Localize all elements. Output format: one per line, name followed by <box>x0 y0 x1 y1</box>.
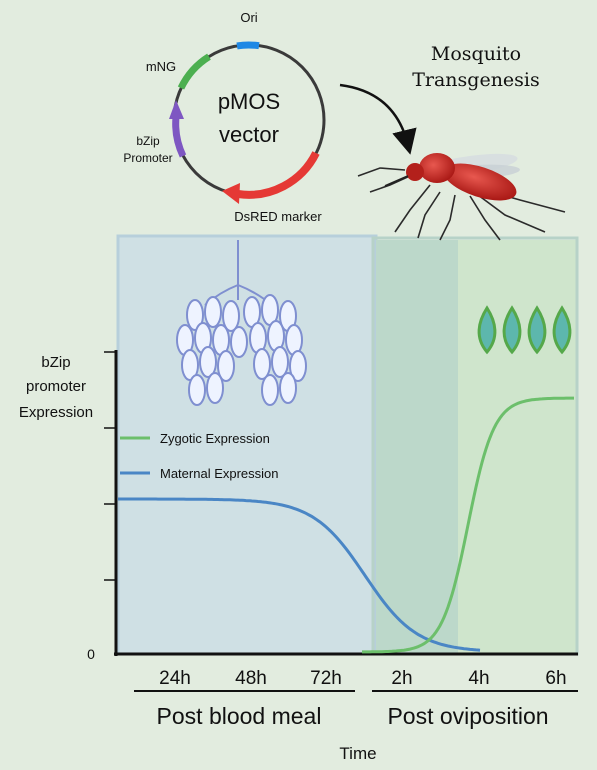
y-tick-label-zero: 0 <box>87 646 95 662</box>
ori-label: Ori <box>240 10 257 25</box>
zygotic-expression-line <box>362 396 574 654</box>
y-axis-label-line2: promoter <box>26 378 86 395</box>
y-axis-ticks <box>104 351 116 581</box>
plasmid-name-line1: pMOS <box>218 89 280 114</box>
dsred-arrowhead <box>222 183 240 204</box>
transgenesis-arrow <box>339 83 417 155</box>
x-axis-label: Time <box>339 744 376 763</box>
bzip-arrowhead <box>169 100 184 119</box>
early-oviposition-panel <box>376 240 458 654</box>
mosquito-illustration <box>357 153 566 241</box>
plasmid-diagram: Ori mNG bZip Promoter DsRED marker pMOS … <box>123 10 326 224</box>
legend-maternal-label: Maternal Expression <box>160 466 279 481</box>
transgenesis-title-line2: Transgenesis <box>412 69 540 91</box>
late-oviposition-panel <box>458 240 576 654</box>
x-tick-label-72h: 72h <box>310 668 342 689</box>
x-tick-label-48h: 48h <box>235 668 267 689</box>
mng-segment <box>177 53 211 90</box>
y-axis-label-line3: Expression <box>19 404 93 421</box>
plasmid-name-line2: vector <box>219 122 279 147</box>
laid-eggs-icon <box>477 305 572 355</box>
mng-label: mNG <box>146 59 176 74</box>
dsred-label: DsRED marker <box>234 209 322 224</box>
bzip-label: bZip <box>136 134 160 148</box>
transgenesis-title-line1: Mosquito <box>431 43 521 65</box>
x-tick-label-2h: 2h <box>391 668 412 689</box>
legend: Zygotic Expression Maternal Expression <box>120 431 279 481</box>
promoter-label: Promoter <box>123 151 172 165</box>
y-axis-label-line1: bZip <box>41 354 70 371</box>
x-tick-label-4h: 4h <box>468 668 489 689</box>
maternal-expression-line <box>118 497 481 652</box>
ovary-egg-cluster-icon <box>176 240 307 406</box>
dsred-segment <box>237 151 320 199</box>
phase-label-post-oviposition: Post oviposition <box>387 703 548 729</box>
bzip-promoter-segment <box>172 116 187 158</box>
x-tick-label-24h: 24h <box>159 668 191 689</box>
phase-label-post-blood-meal: Post blood meal <box>157 703 322 729</box>
ori-segment <box>236 41 260 50</box>
legend-zygotic-label: Zygotic Expression <box>160 431 270 446</box>
x-tick-label-6h: 6h <box>545 668 566 689</box>
